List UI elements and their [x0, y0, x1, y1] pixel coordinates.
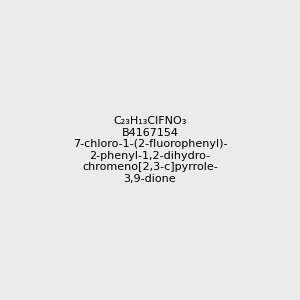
Text: C₂₃H₁₃ClFNO₃
B4167154
7-chloro-1-(2-fluorophenyl)-
2-phenyl-1,2-dihydro-
chromen: C₂₃H₁₃ClFNO₃ B4167154 7-chloro-1-(2-fluo… [73, 116, 227, 184]
